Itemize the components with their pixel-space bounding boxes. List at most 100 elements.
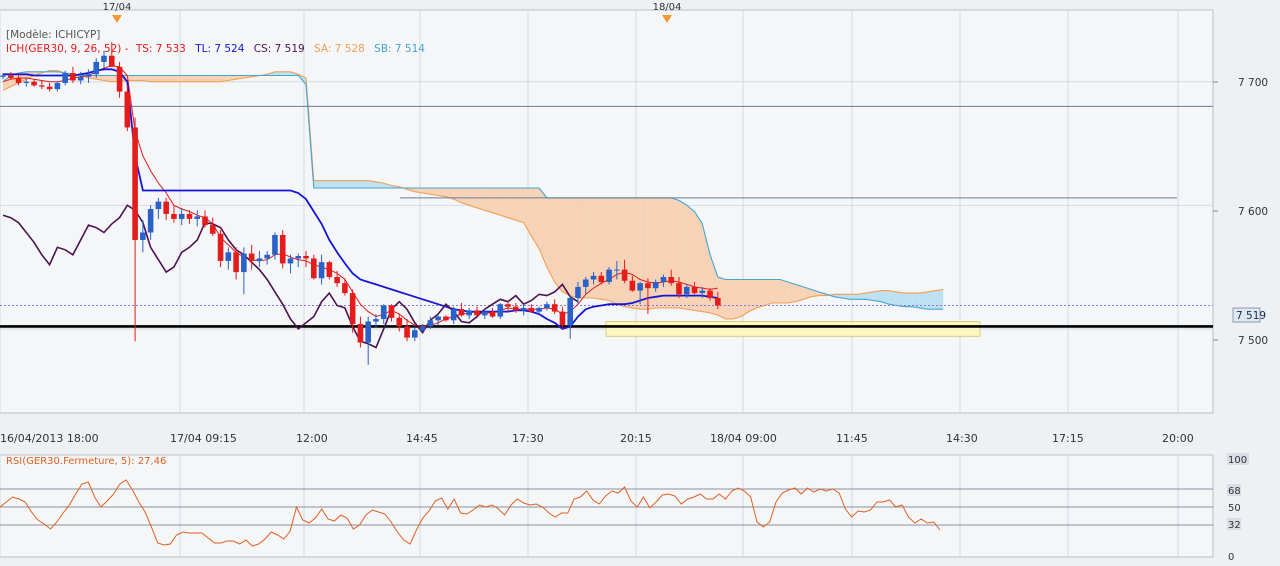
cloud-segment (873, 290, 882, 302)
triangle-icon (662, 15, 672, 23)
candle-body (590, 275, 597, 280)
horizontal-lines (0, 105, 1213, 306)
cloud-segment (438, 188, 446, 197)
cloud-segment (865, 291, 874, 301)
cloud-segment (453, 188, 462, 203)
cloud-segment (795, 284, 804, 302)
cloud-segment (570, 197, 578, 299)
candle-body (357, 323, 364, 343)
rsi-level-label: 32 (1228, 520, 1241, 531)
candle-body (233, 252, 239, 273)
senkou-span-b-line (2, 71, 944, 310)
cloud-segment (741, 279, 749, 317)
current-price-tag (1232, 307, 1261, 323)
time-label: 20:00 (1162, 432, 1194, 445)
candle-body (567, 298, 574, 326)
cloud-segment (632, 197, 641, 310)
candle-body (404, 326, 410, 338)
cloud-segment (640, 197, 648, 310)
candle-body (528, 307, 535, 312)
cloud-segment (881, 290, 889, 305)
indicator-legend[interactable]: ICH(GER30, 9, 26, 52) - TS: 7 533 TL: 7 … (6, 43, 425, 55)
candle-body (497, 304, 504, 317)
cloud-segment (601, 197, 610, 301)
cloud-segment (158, 75, 167, 82)
candle-body (272, 234, 278, 255)
candle-body (140, 232, 146, 240)
candle-body (287, 258, 294, 264)
cloud-segment (523, 188, 532, 237)
candle-body (544, 304, 550, 308)
candle-body (536, 307, 542, 312)
cloud-segment (422, 188, 431, 195)
cs-value: CS: 7 519 (254, 43, 305, 55)
candle-body (683, 286, 690, 295)
candle-body (15, 77, 22, 83)
cloud-segment (694, 211, 703, 312)
tl-value: TL: 7 524 (194, 43, 245, 55)
rsi-level-label: 50 (1228, 503, 1241, 514)
candle-body (419, 326, 426, 331)
candle-body (62, 73, 68, 83)
date-marker-2[interactable]: 18/04 (653, 2, 682, 23)
candles (0, 42, 721, 365)
candle-body (31, 81, 37, 86)
candle-body (7, 75, 14, 78)
cloud-segment (585, 197, 594, 299)
candle-body (707, 290, 713, 299)
candle-body (380, 305, 387, 320)
date-marker-1[interactable]: 17/04 (103, 2, 132, 23)
cloud-segment (647, 197, 656, 310)
date-marker-label: 18/04 (653, 2, 682, 13)
time-label: 12:00 (296, 432, 328, 445)
cloud-segment (764, 279, 773, 306)
cloud-segment (445, 188, 454, 200)
candle-body (186, 213, 193, 219)
candle-body (645, 283, 651, 289)
ts-value: TS: 7 533 (135, 43, 186, 55)
cloud-segment (476, 188, 485, 211)
time-label: 16/04/2013 18:00 (0, 432, 99, 445)
candle-body (124, 91, 131, 128)
price-label: 7 600 (1238, 206, 1268, 218)
date-marker-label: 17/04 (103, 2, 132, 13)
candle-body (303, 256, 309, 259)
rsi-level-tag (1227, 518, 1241, 530)
cloud-segment (3, 75, 11, 91)
candle-body (155, 201, 162, 210)
cloud-segment (624, 197, 633, 308)
cloud-segment (430, 188, 439, 196)
candle-body (715, 298, 721, 306)
candle-body (77, 76, 84, 81)
cloud-segment (220, 75, 229, 82)
candle-body (458, 309, 465, 316)
candle-body (70, 73, 76, 81)
cloud-segment (142, 75, 151, 82)
cloud-segment (849, 294, 858, 300)
cloud-segment (135, 75, 143, 81)
cloud-segment (686, 205, 695, 311)
candle-body (85, 74, 92, 77)
time-axis[interactable]: 16/04/2013 18:00 17/04 09:15 12:00 14:45 17:… (0, 432, 1194, 445)
candle-body (551, 304, 558, 312)
cloud-segment (919, 291, 928, 310)
senkou-span-a-line (2, 70, 944, 320)
sb-value: SB: 7 514 (374, 43, 425, 55)
candle-body (365, 321, 371, 343)
rsi-level-tag (1227, 453, 1249, 465)
cloud-segment (539, 188, 547, 268)
cloud-segment (150, 75, 159, 82)
candle-body (279, 234, 286, 264)
candle-body (598, 275, 605, 282)
candle-body (23, 81, 30, 83)
candle-body (334, 277, 340, 284)
candle-body (621, 269, 628, 281)
candle-body (466, 310, 472, 316)
candle-body (248, 253, 255, 261)
cloud-segment (461, 188, 470, 206)
cloud-segment (274, 71, 283, 76)
price-axis[interactable]: 7 700 7 600 7 500 7 519 (1213, 77, 1268, 347)
rsi-level-label: 100 (1228, 455, 1247, 466)
cloud-segment (104, 75, 112, 82)
